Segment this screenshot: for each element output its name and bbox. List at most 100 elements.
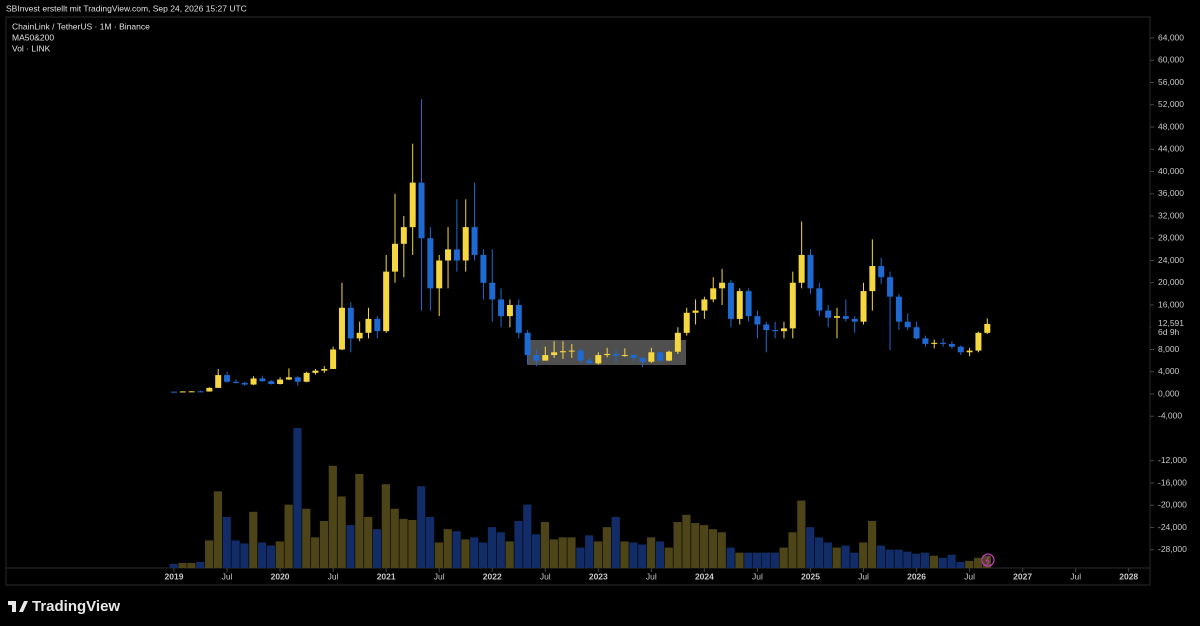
candle-body <box>445 249 452 261</box>
candle-body <box>383 271 390 332</box>
last-price-label: 12,591 <box>1158 318 1184 328</box>
volume-bar <box>479 542 488 568</box>
volume-bar <box>266 545 276 568</box>
candle-body <box>657 352 664 361</box>
last-price-tag <box>1151 317 1197 338</box>
candle-body <box>365 318 372 333</box>
candle-body <box>568 350 575 352</box>
candle-body <box>436 260 443 289</box>
candle-body <box>294 377 301 382</box>
candle-body <box>639 357 646 362</box>
candle-body <box>816 288 823 311</box>
y-tick-label: -4,000 <box>1158 411 1182 421</box>
volume-bar <box>328 465 337 568</box>
candle-body <box>630 355 637 358</box>
volume-bar <box>956 561 965 568</box>
volume-icon[interactable] <box>981 553 995 567</box>
volume-bar <box>611 516 620 568</box>
volume-bar <box>249 511 258 568</box>
volume-bar <box>885 549 894 568</box>
candle-body <box>197 391 204 393</box>
candle-body <box>224 375 231 382</box>
volume-bar <box>823 542 832 568</box>
volume-bar <box>275 541 284 568</box>
volume-bar <box>355 473 364 568</box>
candle-body <box>303 372 310 382</box>
volume-bar <box>408 519 417 568</box>
volume-bar <box>664 547 673 568</box>
x-tick-label: Jul <box>964 571 975 581</box>
volume-bar <box>974 557 983 568</box>
candle-body <box>957 346 964 353</box>
candle-body <box>940 342 947 344</box>
y-tick-label: 56,000 <box>1158 77 1184 87</box>
x-tick-label: Jul <box>540 571 551 581</box>
candle-body <box>719 282 726 289</box>
candle-body <box>780 328 787 332</box>
volume-bar <box>744 552 753 568</box>
x-tick-label: 2024 <box>695 571 714 581</box>
candle-body <box>215 375 222 388</box>
volume-bar <box>867 520 877 568</box>
volume-bar <box>797 500 806 568</box>
y-tick-label: 0,000 <box>1158 388 1180 398</box>
candle-body <box>692 310 699 313</box>
candle-body <box>621 355 628 357</box>
candle-body <box>710 288 717 300</box>
volume-bar <box>549 539 558 568</box>
volume-bar <box>691 523 700 568</box>
volume-bar <box>921 552 930 568</box>
candle-body <box>392 243 398 272</box>
candle-body <box>179 391 186 393</box>
candle-body <box>772 330 779 332</box>
candle-body <box>533 355 540 361</box>
volume-bar <box>461 539 470 568</box>
volume-bar <box>832 547 841 568</box>
y-tick-label: -28,000 <box>1158 544 1187 554</box>
volume-legend: Vol · LINK <box>12 43 51 53</box>
candle-body <box>418 182 425 239</box>
candle-body <box>285 377 292 380</box>
candle-body <box>250 378 257 385</box>
candle-body <box>232 381 239 383</box>
candle-body <box>887 277 894 297</box>
volume-bar <box>240 543 249 568</box>
x-tick-label: Jul <box>858 571 869 581</box>
candle-body <box>834 316 840 318</box>
y-tick-label: 44,000 <box>1158 144 1184 154</box>
volume-bar <box>567 537 576 568</box>
volume-bar <box>717 532 726 568</box>
volume-bar <box>700 525 709 568</box>
candle-body <box>683 312 690 333</box>
countdown: 6d 9h <box>1158 327 1180 337</box>
volume-bar <box>496 532 505 568</box>
candle-body <box>736 291 743 319</box>
candle-body <box>515 305 522 333</box>
axes: 64,000 60,000 56,000 52,000 48,000 44,000 40,0… <box>165 32 1197 581</box>
candle-body <box>613 353 619 356</box>
y-tick-label: 20,000 <box>1158 277 1184 287</box>
x-tick-label: 2025 <box>801 571 820 581</box>
y-tick-label: 40,000 <box>1158 166 1184 176</box>
volume-bar <box>903 551 912 568</box>
volume-bar <box>602 527 611 568</box>
candle-body <box>807 254 814 289</box>
candle-body <box>922 338 929 344</box>
y-tick-label: 52,000 <box>1158 99 1184 109</box>
volume-bar <box>682 514 691 568</box>
volume-bar <box>894 549 903 568</box>
candle-body <box>851 318 858 322</box>
volume-bar <box>425 516 435 568</box>
y-tick-label: 48,000 <box>1158 121 1184 131</box>
volume-bar <box>293 428 302 568</box>
volume-bar <box>443 529 452 568</box>
candle-body <box>506 305 513 317</box>
volume-bar <box>196 561 205 568</box>
candle-body <box>498 299 505 317</box>
volume-bar <box>302 508 311 568</box>
candle-body <box>524 332 531 356</box>
volume-bar <box>761 552 771 568</box>
